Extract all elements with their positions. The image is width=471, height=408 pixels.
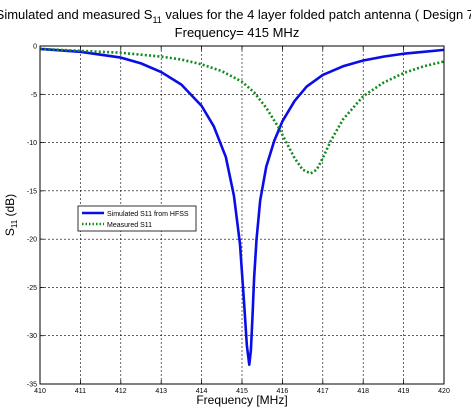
x-tick-label: 415 (236, 388, 248, 395)
y-tick-label: -15 (27, 188, 37, 195)
y-tick-label: -10 (27, 140, 37, 147)
series-line-measured (40, 47, 444, 175)
x-tick-label: 412 (115, 388, 127, 395)
x-tick-label: 410 (34, 388, 46, 395)
series-line-simulated (40, 47, 444, 366)
y-axis-label-main: S (3, 228, 17, 236)
y-tick-label: -35 (27, 382, 37, 389)
y-tick-label: -25 (27, 285, 37, 292)
chart-title-subscript: 11 (152, 15, 161, 25)
y-axis-label-subscript: 11 (10, 219, 19, 228)
y-tick-label: 0 (33, 44, 37, 51)
x-tick-label: 419 (398, 388, 410, 395)
y-tick-label: -5 (31, 92, 37, 99)
series-layer (40, 47, 444, 366)
ticks: 410 411 412 413 414 415 416 417 418 419 420 0 -5 -10 -… (27, 44, 450, 396)
y-axis-label-unit: (dB) (3, 194, 17, 220)
chart-subtitle: Frequency= 415 MHz (175, 25, 300, 40)
legend-label-simulated: Simulated S11 from HFSS (107, 211, 189, 218)
x-axis-label: Frequency [MHz] (196, 393, 287, 407)
chart-title-main: Simulated and measured S (0, 7, 153, 22)
x-tick-label: 418 (357, 388, 369, 395)
x-tick-label: 414 (196, 388, 208, 395)
y-axis-label: S11 (dB) (3, 194, 19, 236)
legend-box (77, 205, 197, 232)
legend-label-measured: Measured S11 (107, 222, 152, 229)
x-tick-label: 420 (438, 388, 450, 395)
chart-title-rest: values for the 4 layer folded patch ante… (162, 7, 471, 22)
x-tick-label: 411 (75, 388, 86, 395)
y-tick-label: -30 (27, 333, 37, 340)
y-tick-label: -20 (27, 237, 37, 244)
chart-title: Simulated and measured S11 values for th… (0, 7, 471, 25)
legend: Simulated S11 from HFSS Measured S11 (77, 205, 197, 232)
x-tick-label: 413 (155, 388, 167, 395)
x-tick-label: 416 (277, 388, 289, 395)
x-tick-label: 417 (317, 388, 329, 395)
